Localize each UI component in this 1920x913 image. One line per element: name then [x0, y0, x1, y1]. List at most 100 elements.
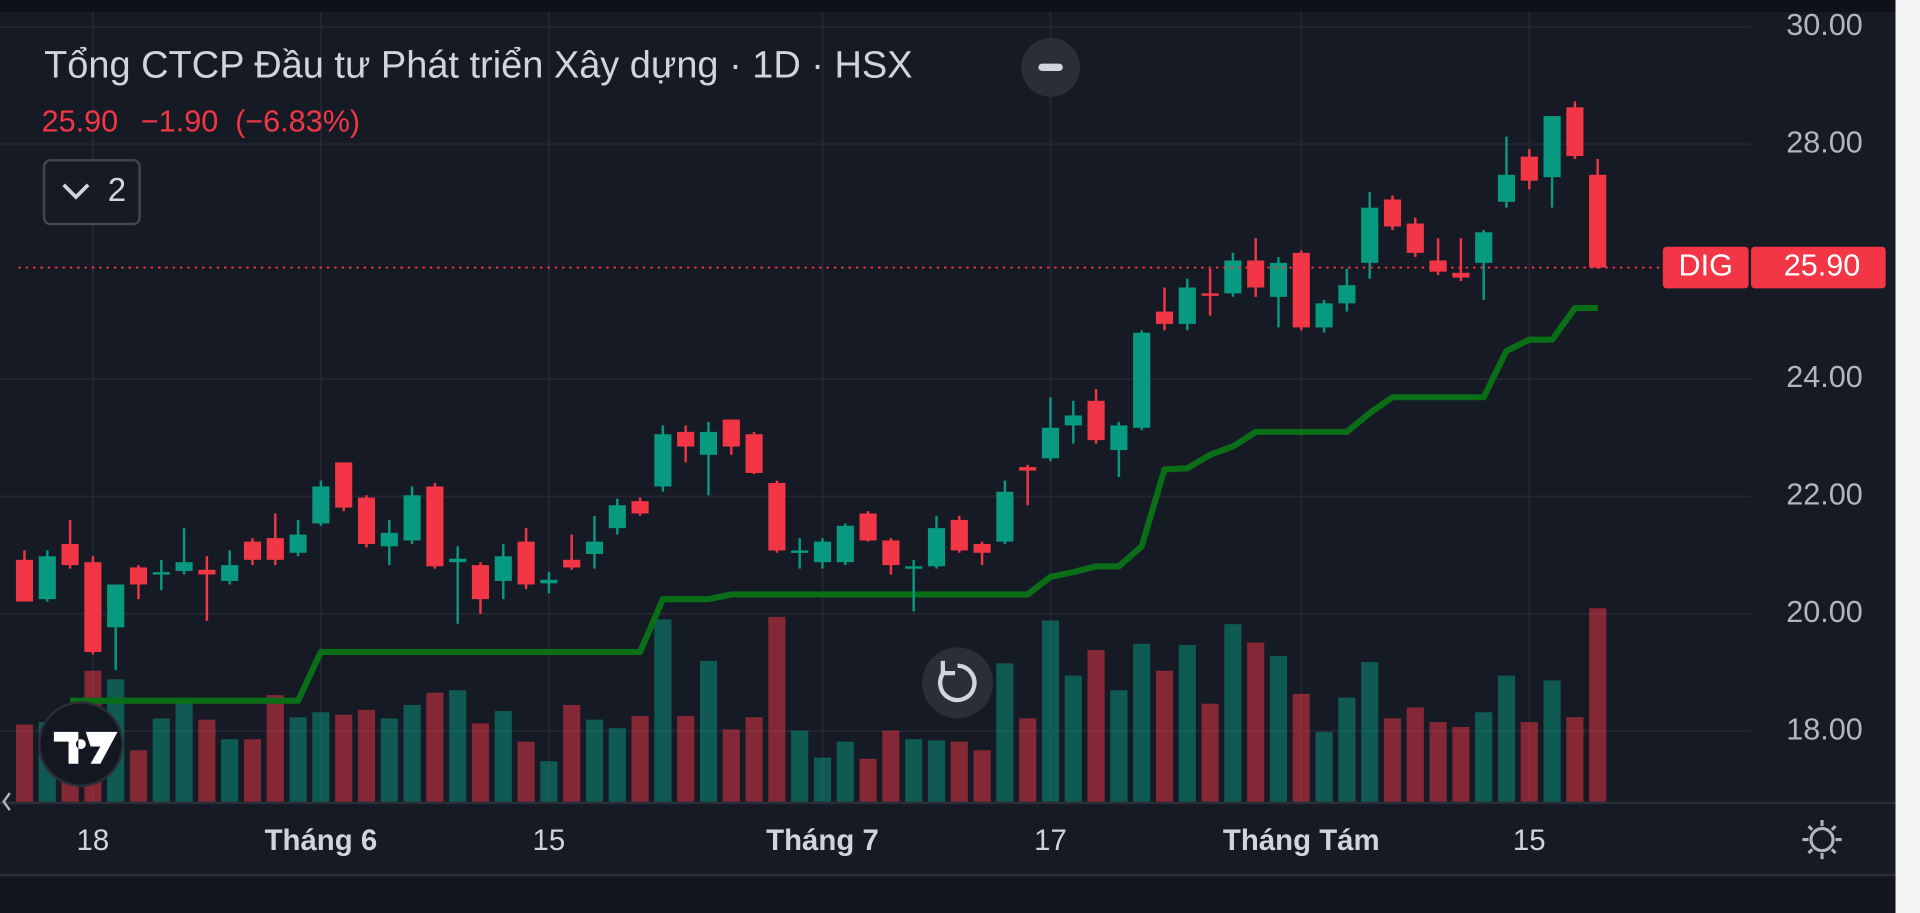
- candle-body: [677, 431, 695, 447]
- candle-body: [221, 565, 239, 581]
- y-tick-label: 20.00: [1786, 595, 1863, 629]
- candle-body: [1155, 311, 1174, 324]
- candle-body: [608, 505, 626, 529]
- volume-bar: [654, 619, 672, 802]
- candle-body: [426, 486, 444, 567]
- volume-bar: [1041, 620, 1060, 802]
- candle-body: [768, 482, 786, 551]
- scroll-left[interactable]: [2, 792, 11, 811]
- y-tick-label: 24.00: [1786, 360, 1863, 394]
- volume-bar: [357, 709, 376, 802]
- candle-body: [1520, 156, 1538, 181]
- candle-body: [517, 541, 535, 585]
- candle-body: [859, 513, 877, 541]
- bottom-bar: [0, 875, 1896, 913]
- candle-body: [699, 431, 718, 455]
- volume-bar: [882, 730, 900, 802]
- indicator-count: 2: [108, 172, 126, 209]
- volume-bar: [973, 750, 991, 802]
- volume-bar: [517, 741, 535, 802]
- candle-body: [175, 562, 193, 571]
- axes: 18.00 20.00 22.00 24.00 28.00 30.00 18 Tháng 6 1…: [18, 8, 1886, 857]
- volume-bar: [335, 714, 353, 802]
- x-tick-label: Tháng 6: [265, 824, 378, 857]
- indicators-toggle[interactable]: [42, 159, 141, 226]
- volume-bar: [631, 715, 649, 802]
- volume-bar: [449, 690, 467, 802]
- candle-body: [654, 434, 672, 487]
- volume: [15, 608, 1607, 802]
- volume-bar: [1406, 707, 1424, 802]
- candle-body: [1064, 415, 1082, 426]
- candle-body: [494, 556, 512, 581]
- price-change-pct: (−6.83%): [235, 105, 360, 139]
- volume-bar: [1566, 717, 1584, 802]
- volume-bar: [540, 761, 558, 802]
- candle-body: [1361, 207, 1379, 263]
- volume-bar: [1543, 680, 1561, 802]
- settings-icon[interactable]: [1809, 827, 1835, 853]
- reset-button[interactable]: [922, 647, 994, 719]
- candle-body: [1452, 272, 1470, 278]
- volume-bar: [266, 695, 284, 802]
- volume-bar: [1383, 718, 1402, 802]
- candle-body: [266, 538, 284, 560]
- candle-body: [1019, 467, 1037, 471]
- volume-bar: [1361, 662, 1379, 802]
- settings-rays: [1802, 819, 1842, 860]
- price-tag-label: 25.90: [1784, 249, 1861, 283]
- volume-bar: [312, 712, 330, 802]
- volume-bar: [1019, 718, 1037, 802]
- volume-bar: [380, 718, 398, 802]
- candle-body: [471, 565, 490, 600]
- candle-body: [1201, 293, 1219, 296]
- volume-bar: [1064, 675, 1082, 802]
- volume-bar: [1224, 624, 1242, 802]
- candle-body: [540, 579, 558, 584]
- tv-logo-mark: [53, 731, 118, 764]
- candle-body: [335, 462, 353, 508]
- volume-bar: [563, 704, 581, 802]
- candle-body: [1224, 260, 1242, 294]
- candle-body: [836, 525, 854, 563]
- candle-body: [791, 550, 809, 553]
- volume-bar: [243, 739, 262, 802]
- volume-bar: [1589, 608, 1607, 802]
- volume-bar: [403, 704, 421, 802]
- volume-bar: [1269, 655, 1288, 802]
- volume-bar: [471, 723, 490, 802]
- volume-bar: [1292, 693, 1310, 802]
- volume-bar: [1110, 690, 1128, 802]
- candle-body: [1475, 232, 1493, 263]
- candle-body: [1041, 427, 1060, 459]
- candle-body: [905, 566, 923, 569]
- candle-body: [631, 501, 649, 514]
- candle-body: [1292, 252, 1310, 328]
- indicator-line: [70, 304, 1598, 704]
- volume-bar: [289, 717, 307, 802]
- candle-body: [243, 541, 262, 560]
- candles: [15, 101, 1607, 671]
- candle-body: [1543, 116, 1561, 178]
- volume-bar: [1452, 726, 1470, 802]
- collapse-icon: [1038, 63, 1063, 71]
- candle-body: [1566, 107, 1584, 157]
- candle-body: [1269, 262, 1288, 297]
- candle-body: [745, 434, 763, 473]
- candle-body: [1497, 174, 1516, 202]
- volume-bar: [1087, 649, 1105, 802]
- candle-body: [1110, 425, 1128, 451]
- volume-bar: [1497, 675, 1516, 802]
- candle-body: [882, 540, 900, 566]
- candle-body: [1383, 199, 1402, 227]
- symbol-label: DIG: [1679, 249, 1733, 283]
- reset-icon: [940, 660, 956, 676]
- y-tick-label: 28.00: [1786, 125, 1863, 159]
- candle-body: [996, 491, 1014, 542]
- volume-bar: [699, 660, 718, 802]
- volume-bar: [996, 663, 1014, 802]
- x-tick-label: 15: [533, 824, 566, 857]
- volume-bar: [791, 730, 809, 802]
- x-tick-label: 18: [77, 824, 110, 857]
